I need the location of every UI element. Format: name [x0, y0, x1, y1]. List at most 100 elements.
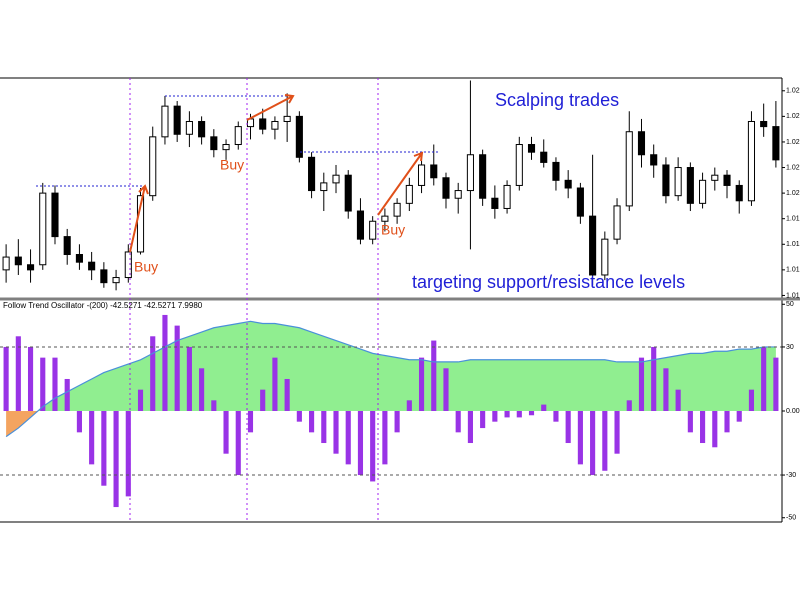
histogram-bar [700, 411, 706, 444]
y-tick-label: 1.02 [786, 113, 800, 120]
candle-body [723, 174, 731, 186]
annotation: Scalping trades [495, 90, 619, 110]
candle-body [173, 105, 181, 135]
candle-body [369, 220, 377, 240]
histogram-bar [590, 411, 596, 476]
candle-body [88, 261, 96, 271]
histogram-bar [651, 346, 657, 411]
trend-line [5, 320, 776, 438]
candle-body [503, 184, 511, 209]
histogram-bar [541, 404, 547, 411]
candle-body [63, 236, 71, 256]
histogram-bar [3, 346, 9, 411]
histogram-bar [748, 389, 755, 411]
candle-body [185, 120, 193, 135]
candle-body [662, 164, 670, 197]
y-tick-label: 1.02 [786, 190, 800, 197]
histogram-bar [492, 411, 498, 422]
candle-body [711, 174, 719, 181]
histogram-bar [284, 378, 290, 411]
candle-body [527, 144, 536, 153]
histogram-bar [663, 368, 669, 411]
histogram-bar [174, 325, 180, 411]
indicator-title: Follow Trend Oscillator -(200) -42.5271 … [3, 301, 203, 310]
histogram-bar [614, 411, 620, 454]
candle-body [149, 136, 157, 197]
y-tick-label: -30 [786, 472, 796, 479]
candle-body [2, 256, 10, 271]
candle-body [747, 120, 756, 202]
histogram-bar [52, 357, 58, 411]
histogram-bar [186, 346, 192, 411]
candle-body [589, 215, 597, 276]
candle-body [417, 164, 426, 186]
candle-body [100, 269, 108, 284]
histogram-bar [773, 357, 779, 411]
candle-body [430, 164, 438, 179]
histogram-bar [724, 411, 730, 433]
candle-body [112, 277, 120, 284]
histogram-bar [443, 368, 449, 411]
histogram-bar [272, 357, 278, 411]
candle-body [136, 195, 145, 253]
histogram-bar [260, 389, 266, 411]
candle-body [26, 264, 35, 271]
y-tick-label: 1.02 [786, 88, 800, 95]
histogram-bar [394, 411, 400, 433]
candle-body [320, 182, 328, 192]
candle-body [14, 256, 22, 266]
candle-body [405, 184, 413, 204]
candle-body [295, 115, 303, 158]
candle-body [344, 174, 352, 212]
histogram-bar [162, 314, 168, 411]
histogram-bar [638, 357, 645, 411]
histogram-bar [626, 400, 632, 411]
candle-body [234, 126, 242, 146]
histogram-bar [431, 340, 437, 411]
histogram-bar [223, 411, 229, 454]
histogram-bar [125, 411, 131, 497]
histogram-bar [602, 411, 608, 471]
candle-body [479, 154, 487, 199]
candle-body [650, 154, 658, 166]
histogram-bar [40, 357, 46, 411]
histogram-bar [528, 411, 535, 416]
histogram-bar [89, 411, 95, 465]
histogram-bar [687, 411, 693, 433]
y-tick-label: 1.02 [786, 139, 800, 146]
candle-body [674, 167, 682, 197]
histogram-bar [321, 411, 327, 444]
candle-body [198, 120, 206, 138]
candle-body [283, 115, 291, 122]
candle-body [686, 167, 694, 204]
y-tick-label: 1.01 [786, 292, 800, 299]
candle-body [613, 205, 621, 240]
candle-body [308, 156, 316, 192]
y-tick-label: 30 [786, 344, 794, 351]
candle-body [515, 144, 523, 186]
histogram-bar [137, 389, 144, 411]
histogram-bar [199, 368, 205, 411]
candle-body [772, 126, 780, 161]
histogram-bar [15, 336, 21, 411]
candle-body [699, 179, 707, 204]
candle-body [637, 131, 646, 156]
candle-body [601, 238, 609, 276]
candle-body [393, 202, 401, 217]
trade-arrow [377, 151, 424, 216]
trade-arrows [129, 94, 424, 253]
histogram-bar [761, 346, 767, 411]
histogram-bar [675, 389, 681, 411]
histogram-bar [480, 411, 486, 429]
y-tick-label: 1.01 [786, 216, 800, 223]
histogram-bar [516, 411, 522, 418]
histogram-bar [247, 411, 254, 433]
buy-label: Buy [381, 222, 405, 238]
candle-body [222, 144, 230, 151]
histogram-bar [565, 411, 571, 444]
candle-body [161, 105, 169, 138]
candle-body [735, 184, 743, 202]
candle-body [75, 254, 83, 263]
